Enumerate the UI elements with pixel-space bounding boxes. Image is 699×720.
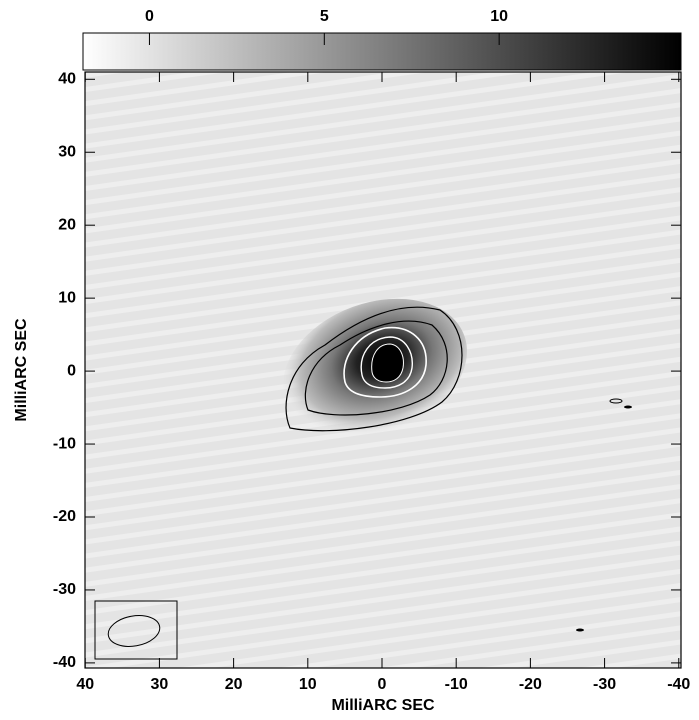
colorbar-tick-label: 0 <box>145 8 154 25</box>
x-tick-label: 20 <box>225 676 243 693</box>
contour <box>285 306 463 432</box>
y-tick-label: 30 <box>58 143 76 160</box>
plot-frame <box>84 71 682 669</box>
beam <box>107 615 161 647</box>
colorbar-tick-label: 10 <box>490 8 508 25</box>
x-axis-label: MilliARC SEC <box>331 697 435 714</box>
contours <box>285 306 632 632</box>
contour <box>624 405 632 409</box>
y-tick-label: -30 <box>53 581 76 598</box>
colorbar-tick-label: 5 <box>320 8 329 25</box>
beam-box <box>94 600 178 660</box>
x-tick-label: -40 <box>667 676 690 693</box>
y-axis-label: MilliARC SEC <box>13 318 30 422</box>
contour <box>360 336 413 389</box>
colorbar <box>82 32 682 71</box>
contour <box>576 628 584 632</box>
x-tick-label: 10 <box>299 676 317 693</box>
x-tick-label: 0 <box>378 676 387 693</box>
y-tick-label: 0 <box>67 362 76 379</box>
x-tick-label: -10 <box>445 676 468 693</box>
contour <box>343 326 427 398</box>
contour <box>371 343 404 383</box>
y-tick-label: -10 <box>53 435 76 452</box>
contour <box>304 320 448 416</box>
y-tick-label: -40 <box>53 654 76 671</box>
x-tick-label: -20 <box>519 676 542 693</box>
contour <box>609 398 623 404</box>
y-tick-label: 10 <box>58 289 76 306</box>
y-tick-label: -20 <box>53 508 76 525</box>
y-tick-label: 20 <box>58 216 76 233</box>
x-tick-label: 40 <box>76 676 94 693</box>
x-tick-label: 30 <box>151 676 169 693</box>
x-tick-label: -30 <box>593 676 616 693</box>
y-tick-label: 40 <box>58 71 76 88</box>
